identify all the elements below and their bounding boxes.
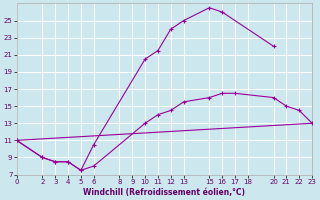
X-axis label: Windchill (Refroidissement éolien,°C): Windchill (Refroidissement éolien,°C) — [84, 188, 245, 197]
